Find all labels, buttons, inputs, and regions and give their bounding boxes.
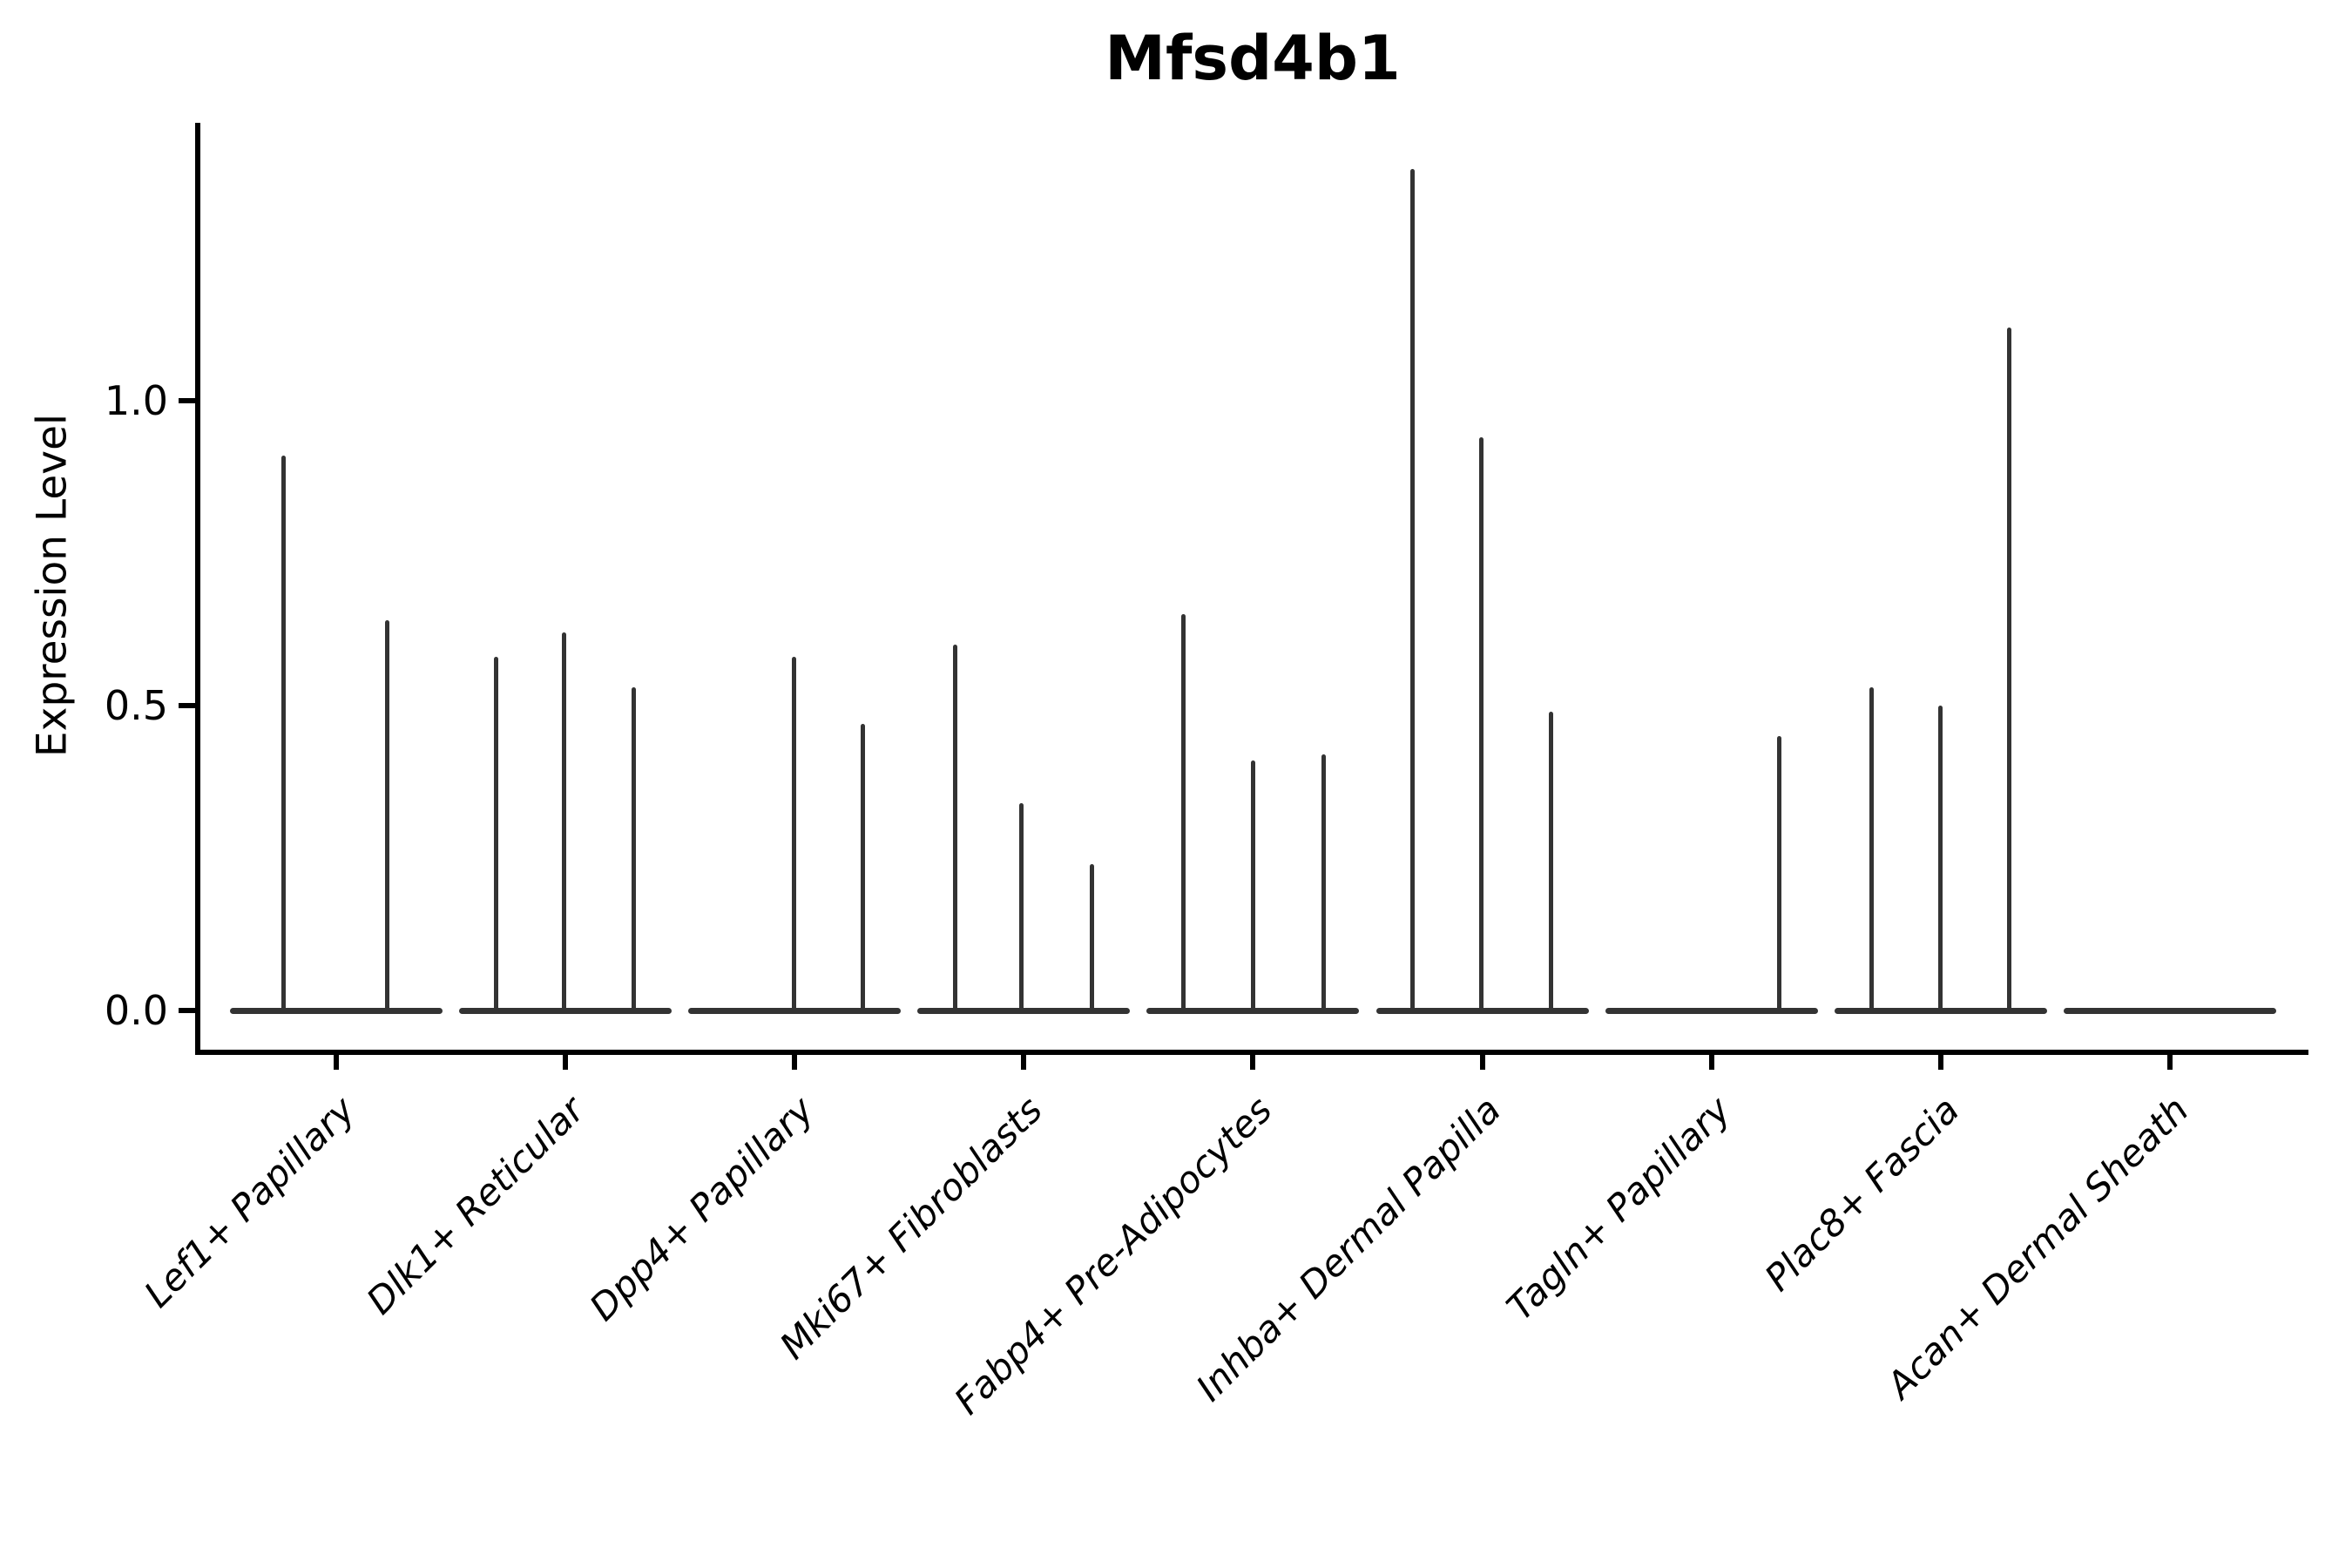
expression-spike: [1479, 437, 1484, 1012]
y-tick-label: 1.0: [104, 377, 168, 424]
expression-spike: [952, 645, 957, 1012]
expression-spike: [791, 657, 796, 1012]
x-tick-label: Mki67+ Fibroblasts: [771, 1088, 1051, 1368]
x-tick-mark: [2166, 1055, 2173, 1070]
expression-spike: [1549, 712, 1553, 1012]
x-tick-mark: [792, 1055, 798, 1070]
x-tick-mark: [1250, 1055, 1256, 1070]
violin-baseline: [917, 1007, 1131, 1014]
y-tick-mark: [179, 703, 195, 708]
y-axis-spine: [195, 123, 200, 1055]
expression-spike: [1321, 754, 1326, 1012]
expression-spike: [1180, 614, 1186, 1012]
expression-spike: [1777, 736, 1782, 1012]
expression-spike: [1018, 803, 1024, 1012]
expression-spike: [384, 620, 389, 1012]
expression-spike: [493, 657, 498, 1012]
y-tick-mark: [179, 398, 195, 403]
x-tick-label: Plac8+ Fascia: [1756, 1088, 1968, 1300]
expression-spike: [1869, 687, 1875, 1012]
x-tick-mark: [334, 1055, 339, 1070]
chart-title: Mfsd4b1: [1105, 23, 1401, 94]
violin-baseline: [2063, 1007, 2276, 1014]
expression-spike: [1089, 864, 1094, 1012]
expression-spike: [280, 456, 286, 1012]
violin-baseline: [230, 1007, 443, 1014]
expression-spike: [1410, 169, 1415, 1012]
x-axis-spine: [195, 1050, 2308, 1055]
violin-baseline: [1605, 1007, 1818, 1014]
x-tick-label: Dlk1+ Reticular: [358, 1088, 593, 1323]
y-tick-label: 0.0: [104, 987, 168, 1034]
expression-spike: [2007, 328, 2012, 1012]
y-tick-mark: [179, 1008, 195, 1013]
x-tick-label: Tagln+ Papillary: [1497, 1088, 1739, 1329]
expression-spike: [631, 687, 636, 1012]
x-tick-label: Lef1+ Papillary: [136, 1088, 363, 1316]
x-tick-mark: [1479, 1055, 1485, 1070]
expression-spike: [1250, 760, 1255, 1012]
x-tick-mark: [1937, 1055, 1943, 1070]
expression-spike: [1938, 706, 1943, 1012]
expression-spike: [860, 724, 865, 1012]
expression-spike: [561, 632, 566, 1012]
x-tick-mark: [1021, 1055, 1027, 1070]
y-tick-label: 0.5: [104, 682, 168, 729]
x-tick-mark: [1708, 1055, 1714, 1070]
x-tick-mark: [563, 1055, 569, 1070]
x-tick-label: Dpp4+ Papillary: [581, 1088, 822, 1329]
